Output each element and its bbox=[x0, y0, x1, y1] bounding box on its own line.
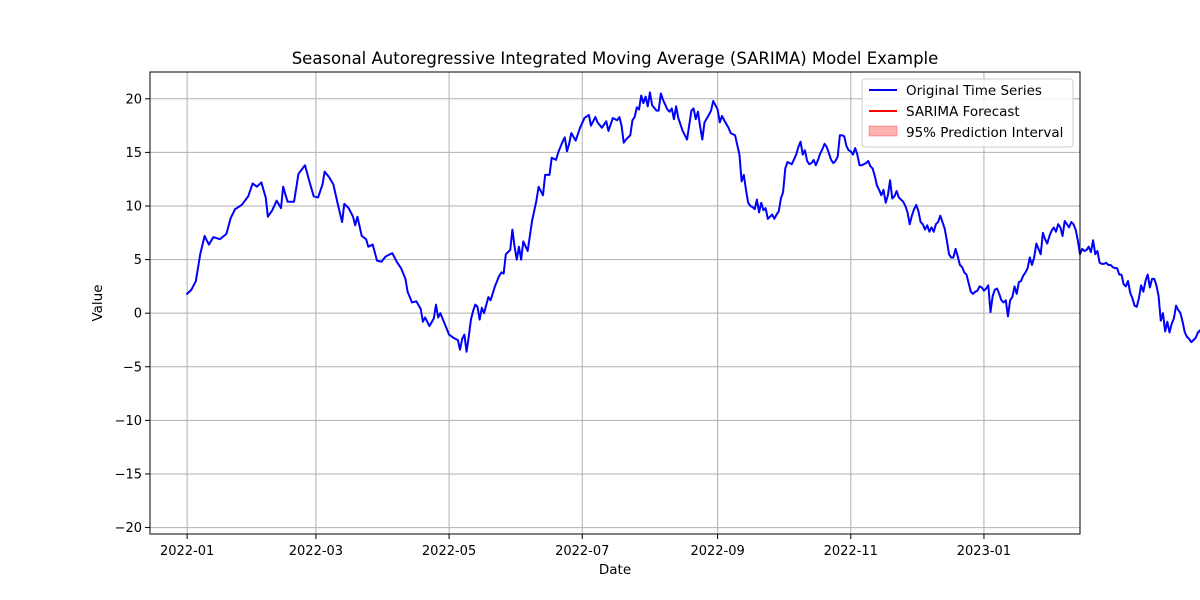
y-tick-label: 10 bbox=[125, 199, 142, 214]
legend-forecast-label: SARIMA Forecast bbox=[906, 104, 1020, 120]
y-tick-label: −15 bbox=[115, 467, 142, 482]
legend-interval-label: 95% Prediction Interval bbox=[906, 125, 1063, 141]
legend-interval-swatch bbox=[869, 126, 897, 136]
y-tick-label: −20 bbox=[115, 521, 142, 536]
y-tick-label: −5 bbox=[123, 360, 142, 375]
x-tick-label: 2022-03 bbox=[289, 544, 343, 559]
x-tick-label: 2022-09 bbox=[690, 544, 744, 559]
y-tick-label: 15 bbox=[125, 146, 142, 161]
x-tick-label: 2022-01 bbox=[160, 544, 214, 559]
x-tick-label: 2022-11 bbox=[824, 544, 878, 559]
x-tick-label: 2022-05 bbox=[422, 544, 476, 559]
legend: Original Time Series SARIMA Forecast 95%… bbox=[862, 79, 1073, 147]
y-tick-label: −10 bbox=[115, 414, 142, 429]
y-axis-label: Value bbox=[90, 284, 106, 321]
x-tick-label: 2022-07 bbox=[555, 544, 609, 559]
y-tick-label: 0 bbox=[134, 307, 142, 322]
x-axis-label: Date bbox=[599, 562, 631, 578]
x-tick-label: 2023-01 bbox=[957, 544, 1011, 559]
chart-title: Seasonal Autoregressive Integrated Movin… bbox=[292, 49, 939, 68]
y-tick-label: 20 bbox=[125, 92, 142, 107]
legend-original-label: Original Time Series bbox=[906, 83, 1042, 99]
y-tick-label: 5 bbox=[134, 253, 142, 268]
